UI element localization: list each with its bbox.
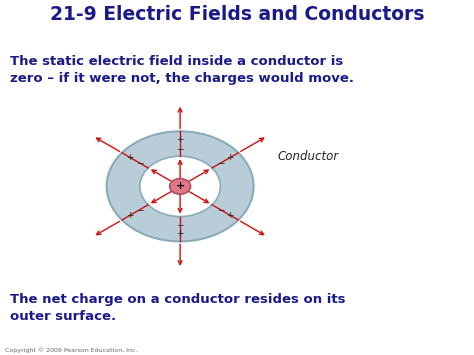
Text: −: −	[176, 144, 184, 153]
Text: −: −	[176, 220, 184, 229]
Text: −: −	[217, 205, 224, 214]
Text: +: +	[176, 229, 184, 238]
Text: +: +	[176, 135, 184, 144]
Circle shape	[140, 156, 220, 217]
Text: +: +	[127, 153, 134, 162]
Text: −: −	[217, 159, 224, 168]
Text: 21-9 Electric Fields and Conductors: 21-9 Electric Fields and Conductors	[50, 5, 424, 24]
Text: +: +	[127, 211, 134, 220]
Text: +: +	[175, 181, 185, 191]
Text: +: +	[226, 211, 234, 220]
Text: −: −	[136, 205, 144, 214]
Text: Copyright © 2009 Pearson Education, Inc.: Copyright © 2009 Pearson Education, Inc.	[5, 348, 137, 353]
Circle shape	[170, 179, 191, 194]
Text: −: −	[136, 159, 144, 168]
Text: Conductor: Conductor	[277, 149, 338, 163]
Text: +: +	[226, 153, 234, 162]
Circle shape	[107, 131, 254, 241]
Text: The net charge on a conductor resides on its
outer surface.: The net charge on a conductor resides on…	[10, 293, 346, 323]
Text: The static electric field inside a conductor is
zero – if it were not, the charg: The static electric field inside a condu…	[10, 55, 355, 85]
